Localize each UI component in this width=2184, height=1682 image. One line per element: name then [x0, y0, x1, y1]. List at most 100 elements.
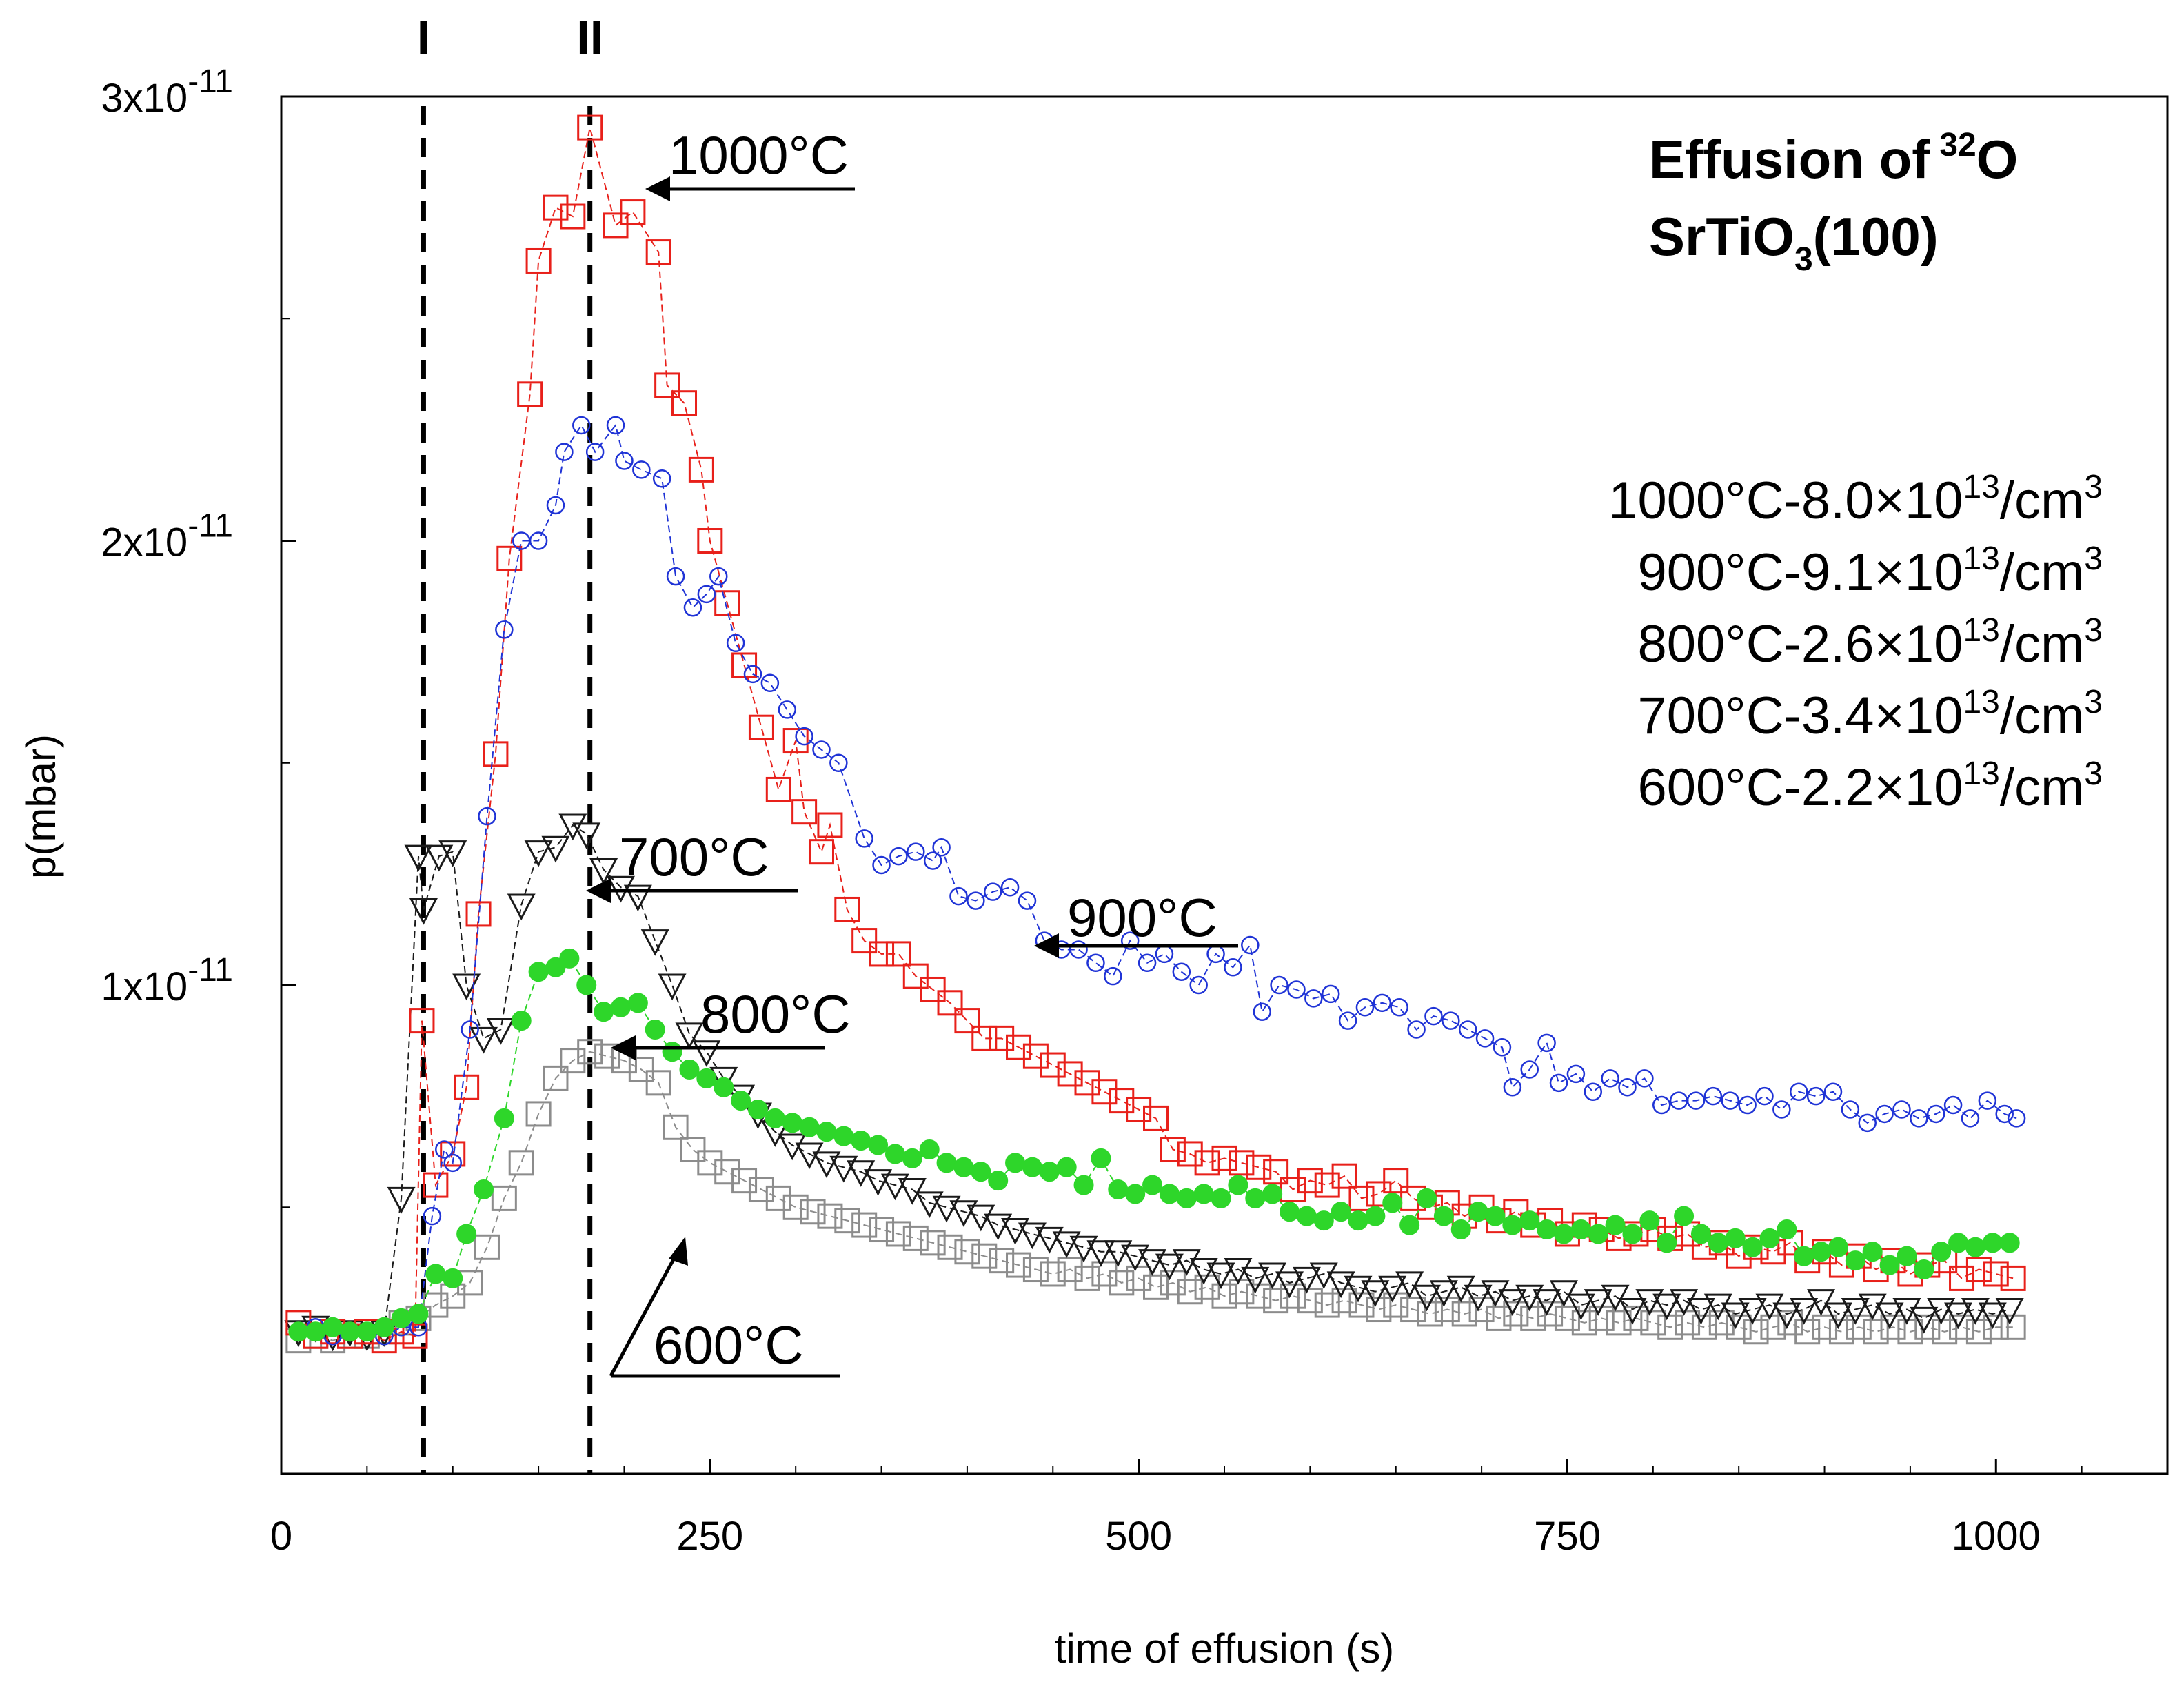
data-point [627, 993, 648, 1013]
data-point [1280, 1202, 1300, 1222]
data-point [1442, 1011, 1460, 1030]
data-point [620, 199, 646, 225]
legend-entry: 800°C-2.6×1013/cm3 [1638, 612, 2103, 673]
data-point [577, 114, 603, 141]
data-point [936, 1153, 957, 1173]
data-point [937, 1234, 963, 1260]
data-point [885, 1221, 911, 1247]
data-point [1314, 1172, 1340, 1198]
data-point [305, 1321, 326, 1342]
data-point [1708, 1233, 1728, 1253]
data-point [1841, 1298, 1870, 1325]
data-point [1390, 998, 1408, 1017]
data-point [1910, 1306, 1939, 1334]
data-point [1091, 1148, 1111, 1168]
data-point [1189, 975, 1208, 995]
data-point [1721, 1091, 1739, 1110]
data-point [714, 1159, 740, 1185]
data-point [486, 1017, 515, 1045]
data-point [1690, 1224, 1711, 1244]
data-point [555, 443, 574, 461]
data-point [1772, 1100, 1791, 1119]
data-point [495, 620, 514, 639]
annotation-pointer-600 [609, 1246, 682, 1377]
data-point [1126, 1096, 1152, 1122]
data-point [1828, 1237, 1848, 1257]
data-point [1228, 1175, 1248, 1195]
data-point [483, 741, 509, 767]
data-point [1618, 1078, 1637, 1097]
data-point [1978, 1302, 2007, 1330]
data-point [697, 585, 716, 604]
data-point [603, 212, 629, 239]
data-point [765, 1108, 785, 1128]
data-point [1944, 1302, 1973, 1330]
data-point [1331, 1202, 1351, 1222]
data-point [1606, 1310, 1632, 1336]
data-point [1515, 1284, 1544, 1312]
data-point [1005, 1153, 1026, 1173]
data-point [937, 990, 963, 1016]
data-point [654, 372, 680, 398]
data-point [645, 1019, 665, 1040]
legend: 1000°C-8.0×1013/cm3 900°C-9.1×1013/cm3 8… [1608, 469, 2103, 817]
data-point [799, 1117, 820, 1137]
data-point [671, 390, 698, 416]
data-point [834, 896, 860, 922]
annotation-arrowhead-800 [611, 1035, 636, 1060]
data-point [747, 1099, 768, 1119]
data-point [1193, 1184, 1214, 1204]
data-point [833, 1126, 854, 1146]
data-point [628, 1056, 654, 1082]
data-point [610, 997, 631, 1017]
data-point [765, 1185, 791, 1211]
data-point [1074, 1070, 1100, 1096]
data-point [435, 1140, 454, 1159]
data-point [1091, 1079, 1118, 1105]
data-point [1464, 1284, 1493, 1312]
data-point [869, 941, 895, 967]
data-series [284, 114, 2026, 1354]
data-point [524, 840, 553, 867]
data-point [1241, 935, 1260, 955]
data-point [1458, 1020, 1477, 1039]
data-point [816, 1122, 837, 1142]
data-point [1823, 1082, 1843, 1101]
data-point [1618, 1298, 1647, 1325]
data-point [1949, 1314, 1975, 1340]
data-point [1961, 1298, 1990, 1325]
data-point [474, 1234, 500, 1260]
data-point [1493, 1038, 1512, 1057]
data-point [662, 1042, 682, 1062]
data-point [1429, 1280, 1458, 1307]
data-point [1605, 1215, 1626, 1235]
title-compound: SrTiO [1649, 206, 1794, 267]
title-text: Effusion of [1649, 129, 1930, 190]
data-point [525, 247, 552, 274]
data-point [967, 891, 985, 910]
data-point [782, 1113, 802, 1133]
data-point [829, 753, 848, 773]
data-point [1570, 1219, 1591, 1240]
data-point [864, 1169, 893, 1196]
legend-entry: 1000°C-8.0×1013/cm3 [1608, 469, 2103, 530]
data-point [1138, 1249, 1167, 1276]
data-point [782, 1194, 809, 1220]
data-point [1120, 931, 1140, 950]
data-point [1760, 1314, 1786, 1340]
data-point [511, 1011, 532, 1031]
data-point [1686, 1091, 1706, 1110]
data-point [576, 975, 597, 995]
data-point [1777, 1310, 1803, 1336]
annotation-label-900: 900°C [1067, 887, 1217, 948]
data-point [932, 838, 951, 857]
data-point [743, 665, 762, 684]
data-point [606, 416, 625, 435]
data-point [1314, 1292, 1340, 1318]
data-point [1176, 1188, 1197, 1208]
annotation-arrowhead-700 [586, 878, 611, 903]
data-point [1262, 1184, 1283, 1204]
data-point [812, 740, 831, 759]
data-point [1657, 1233, 1677, 1253]
data-point [1194, 1150, 1220, 1176]
